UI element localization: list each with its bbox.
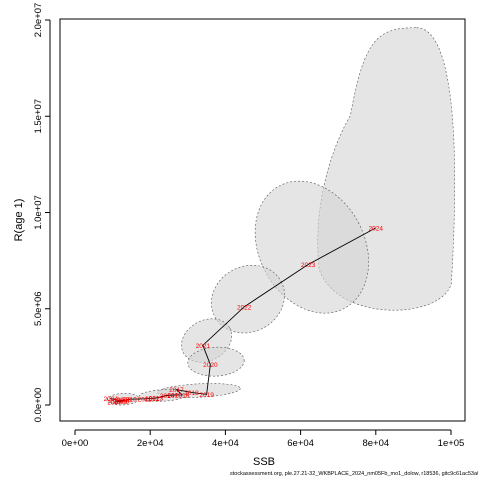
year-label-2017: 2017 bbox=[169, 387, 184, 394]
y-tick-label: 0.0e+00 bbox=[33, 388, 44, 423]
y-axis: 0.0e+00 5.0e+06 1.0e+07 1.5e+07 2.0e+07 bbox=[33, 3, 51, 423]
year-label-2009: 2009 bbox=[113, 399, 128, 406]
year-label-2015: 2015 bbox=[167, 392, 182, 399]
y-tick-label: 1.0e+07 bbox=[33, 195, 44, 230]
year-label-2024: 2024 bbox=[369, 225, 384, 232]
footer-credit: stockassessment.org, ple.27.21-32_WKBPLA… bbox=[230, 471, 478, 477]
x-tick-label: 4e+04 bbox=[212, 438, 239, 449]
year-label-2016: 2016 bbox=[175, 392, 190, 399]
plot-frame bbox=[59, 18, 466, 422]
trajectory-polyline bbox=[110, 227, 377, 403]
ellipse-2020 bbox=[187, 346, 245, 377]
year-label-2012: 2012 bbox=[145, 396, 160, 403]
year-label-2023: 2023 bbox=[301, 262, 316, 269]
year-label-2020: 2020 bbox=[203, 362, 218, 369]
y-tick-label: 1.5e+07 bbox=[33, 99, 44, 134]
year-label-2007: 2007 bbox=[107, 400, 122, 407]
year-label-2005: 2005 bbox=[109, 398, 124, 405]
year-label-2018: 2018 bbox=[184, 390, 199, 397]
year-label-2022: 2022 bbox=[237, 304, 252, 311]
y-tick-label: 5.0e+06 bbox=[33, 291, 44, 326]
year-label-2019: 2019 bbox=[199, 392, 214, 399]
year-label-2004: 2004 bbox=[103, 396, 118, 403]
y-tick-label: 2.0e+07 bbox=[33, 3, 44, 38]
ellipse-2022 bbox=[211, 264, 285, 334]
x-axis: 0e+00 2e+04 4e+04 6e+04 8e+04 1e+05 bbox=[62, 429, 465, 449]
x-tick-label: 6e+04 bbox=[287, 438, 314, 449]
year-label-2006: 2006 bbox=[115, 399, 130, 406]
y-axis-title: R(age 1) bbox=[13, 199, 25, 242]
x-axis-title: SSB bbox=[253, 456, 275, 468]
x-tick-label: 8e+04 bbox=[362, 438, 389, 449]
year-label-2013: 2013 bbox=[149, 396, 164, 403]
trajectory-line bbox=[110, 227, 377, 403]
year-label-2011: 2011 bbox=[138, 396, 152, 403]
x-tick-label: 1e+05 bbox=[438, 438, 465, 449]
year-label-2008: 2008 bbox=[117, 397, 132, 404]
x-tick-label: 2e+04 bbox=[137, 438, 164, 449]
year-label-2021: 2021 bbox=[196, 343, 211, 350]
year-label-2010: 2010 bbox=[122, 397, 137, 404]
x-tick-label: 0e+00 bbox=[62, 438, 89, 449]
year-label-2014: 2014 bbox=[160, 393, 175, 400]
confidence-ellipses bbox=[106, 27, 456, 406]
